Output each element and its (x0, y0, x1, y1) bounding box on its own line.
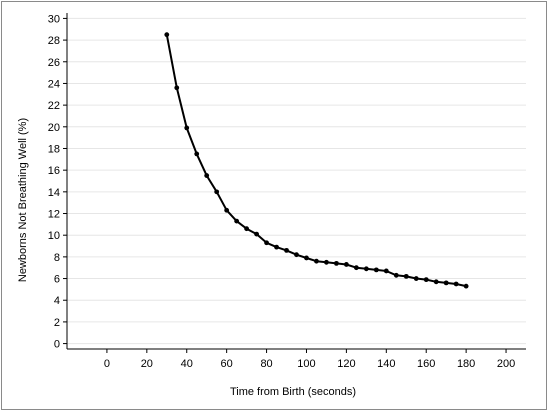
y-tick-label: 0 (54, 339, 60, 351)
y-tick-label: 22 (48, 100, 60, 112)
axes (63, 13, 526, 353)
y-tick-label: 14 (48, 187, 60, 199)
x-tick-label: 180 (457, 358, 475, 370)
y-tick-label: 16 (48, 165, 60, 177)
data-point (433, 279, 439, 285)
x-tick-label: 60 (221, 358, 233, 370)
grid-lines (67, 17, 526, 345)
data-point (274, 244, 279, 250)
data-point (324, 259, 329, 265)
y-axis-title: Newborns Not Breathing Well (%) (17, 118, 29, 282)
data-point (214, 189, 220, 195)
y-tick-label: 26 (48, 57, 60, 69)
data-point (334, 260, 339, 266)
data-point (164, 32, 170, 38)
x-tick-label: 200 (497, 358, 515, 370)
data-point (254, 231, 259, 237)
x-tick-label: 160 (417, 358, 435, 370)
data-point (413, 276, 419, 281)
data-point (314, 258, 319, 264)
x-axis-title: Time from Birth (seconds) (230, 386, 356, 398)
data-point (383, 268, 389, 274)
series-line (165, 34, 467, 288)
data-point (184, 125, 190, 131)
y-tick-label: 20 (48, 122, 60, 134)
data-point (294, 252, 299, 258)
x-tick-label: 80 (260, 358, 272, 370)
y-tick-label: 10 (48, 230, 60, 242)
data-point (393, 272, 399, 278)
data-point (343, 262, 349, 267)
y-tick-label: 28 (48, 35, 60, 47)
y-tick-label: 2 (54, 317, 60, 329)
x-tick-labels: 0 20 40 60 80 100 120 140 160 180 200 (104, 358, 515, 370)
x-tick-label: 20 (141, 358, 153, 370)
series-group (164, 32, 469, 289)
data-point (204, 173, 210, 178)
data-point (224, 207, 230, 213)
data-point (373, 267, 379, 273)
data-point (403, 273, 409, 279)
x-tick-label: 0 (104, 358, 110, 370)
y-tick-label: 12 (48, 209, 60, 221)
y-tick-label: 30 (48, 13, 60, 25)
data-point (174, 85, 180, 91)
data-point (463, 283, 469, 289)
data-point (264, 240, 269, 246)
y-tick-label: 24 (48, 78, 60, 90)
data-point (423, 277, 429, 283)
data-point (363, 266, 369, 272)
data-point (194, 151, 200, 157)
y-tick-label: 6 (54, 274, 60, 286)
y-tick-label: 18 (48, 143, 60, 155)
x-tick-label: 140 (377, 358, 395, 370)
x-tick-label: 120 (337, 358, 355, 370)
data-point (234, 218, 240, 224)
data-point (453, 281, 459, 287)
data-point (443, 280, 449, 286)
data-point (244, 226, 250, 232)
y-tick-label: 8 (54, 252, 60, 264)
y-tick-label: 4 (54, 295, 60, 307)
data-point (284, 247, 289, 253)
data-point (353, 265, 359, 271)
data-point (304, 255, 309, 261)
x-tick-label: 40 (181, 358, 193, 370)
x-tick-label: 100 (297, 358, 315, 370)
